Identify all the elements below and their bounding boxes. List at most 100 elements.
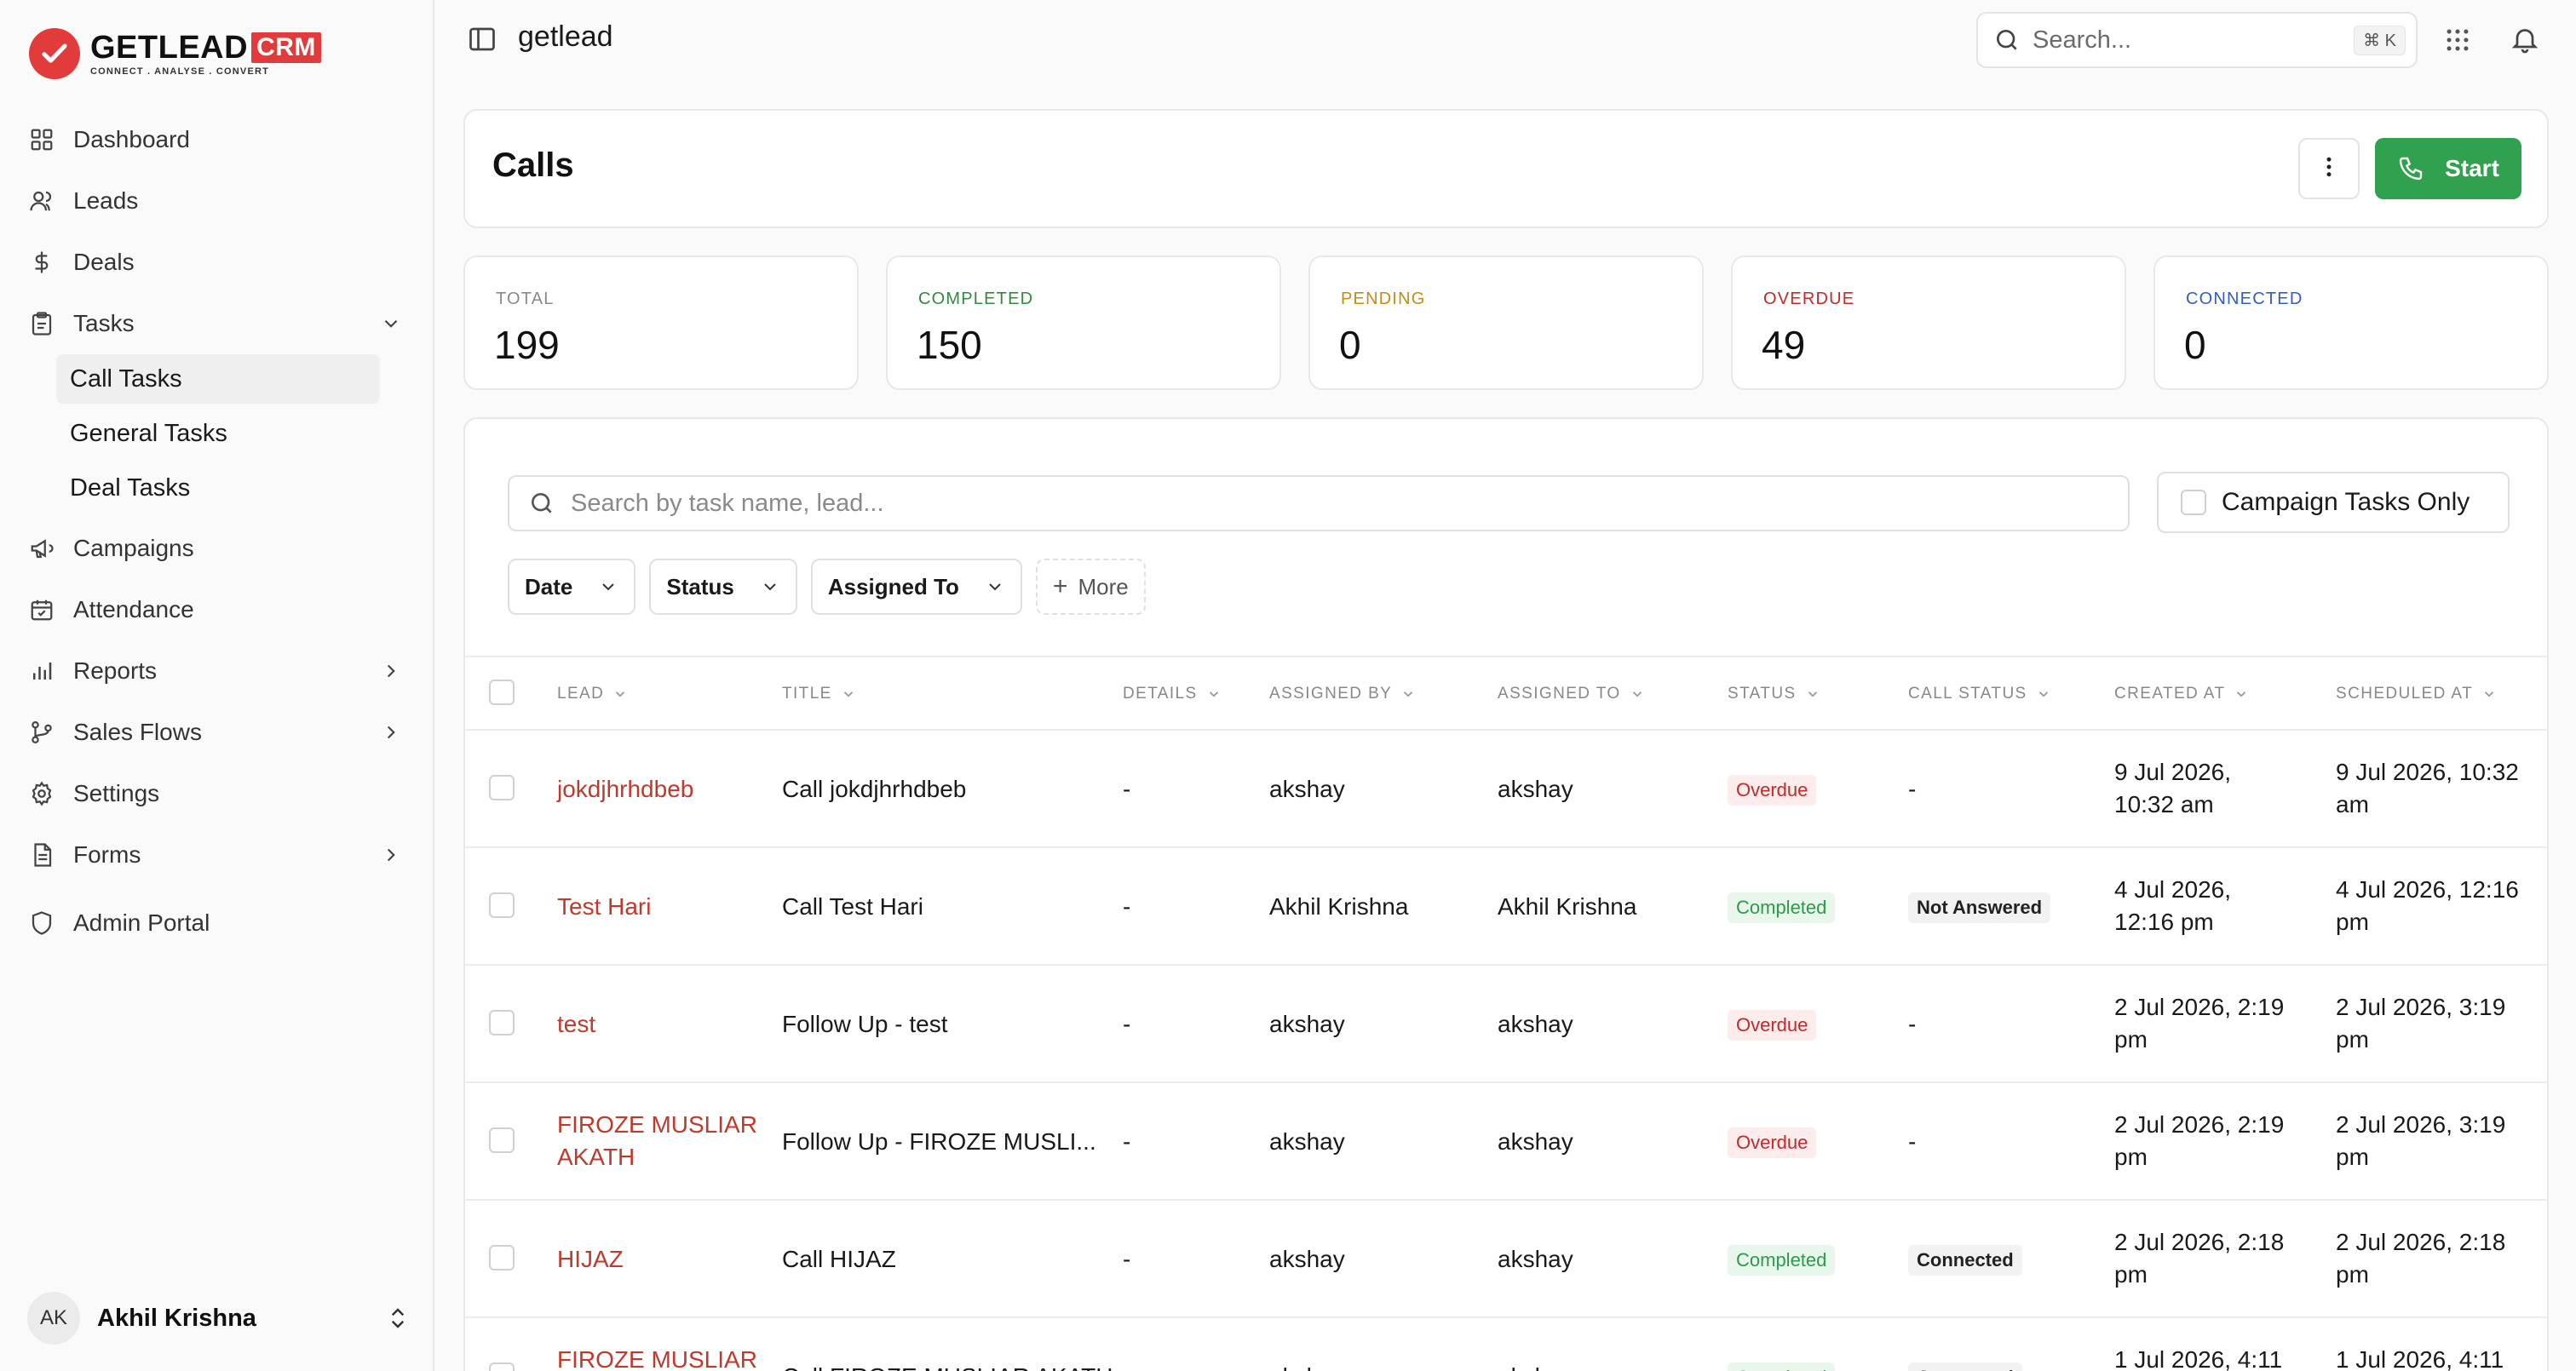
chevron-right-icon[interactable] (380, 721, 402, 743)
apps-grid-icon[interactable] (2443, 26, 2472, 54)
task-title: Follow Up - test (782, 1011, 948, 1037)
assigned-to: akshay (1498, 1011, 1573, 1037)
sidebar-item-deals[interactable]: Deals (20, 232, 414, 293)
table-row[interactable]: FIROZE MUSLIAR Call FIROZE MUSLIAR AKATH… (465, 1318, 2547, 1371)
table-row[interactable]: test Follow Up - test - akshay akshay Ov… (465, 966, 2547, 1083)
sidebar-item-campaigns[interactable]: Campaigns (20, 518, 414, 579)
dollar-icon (27, 248, 56, 277)
column-header-status[interactable]: STATUS (1728, 685, 1820, 703)
created-at: 2 Jul 2026, 2:19 pm (2114, 1111, 2285, 1170)
sidebar-item-admin-portal[interactable]: Admin Portal (20, 892, 414, 954)
more-options-button[interactable] (2298, 138, 2360, 199)
lead-link[interactable]: FIROZE MUSLIAR AKATH (557, 1111, 757, 1170)
chevron-right-icon[interactable] (380, 660, 402, 682)
filter-label: Date (525, 573, 573, 599)
select-all-checkbox[interactable] (489, 680, 515, 705)
sidebar-item-general-tasks[interactable]: General Tasks (70, 419, 227, 447)
user-menu[interactable]: AK Akhil Krishna (27, 1291, 411, 1345)
row-checkbox[interactable] (489, 1010, 515, 1035)
sidebar-item-deal-tasks[interactable]: Deal Tasks (70, 473, 191, 502)
sidebar-item-settings[interactable]: Settings (20, 763, 414, 824)
table-row[interactable]: Test Hari Call Test Hari - Akhil Krishna… (465, 848, 2547, 966)
lead-link[interactable]: HIJAZ (557, 1246, 624, 1272)
row-checkbox[interactable] (489, 1245, 515, 1271)
scheduled-at: 1 Jul 2026, 4:11 (2336, 1346, 2504, 1371)
start-call-button[interactable]: Start (2375, 138, 2521, 199)
task-details: - (1123, 1011, 1131, 1037)
column-header-assigned-by[interactable]: ASSIGNED BY (1269, 685, 1416, 703)
sidebar-item-attendance[interactable]: Attendance (20, 579, 414, 640)
phone-icon (2397, 155, 2424, 182)
task-search-field[interactable] (508, 475, 2130, 531)
lead-link[interactable]: FIROZE MUSLIAR (557, 1346, 757, 1371)
sort-chevron-icon (612, 686, 628, 702)
assigned-by: Akhil Krishna (1269, 893, 1409, 920)
row-checkbox[interactable] (489, 892, 515, 918)
campaign-only-checkbox[interactable] (2181, 490, 2206, 515)
sidebar-item-label: Dashboard (73, 126, 190, 152)
column-header-lead[interactable]: LEAD (557, 685, 628, 703)
sidebar-item-label: Sales Flows (73, 719, 202, 745)
column-label: ASSIGNED BY (1269, 685, 1393, 703)
row-checkbox[interactable] (489, 1127, 515, 1153)
stat-card-overdue[interactable]: OVERDUE 49 (1731, 255, 2126, 390)
sidebar-item-label: Settings (73, 780, 160, 806)
sidebar-nav: Dashboard Leads Deals Tasks Call Tasks G… (20, 109, 414, 954)
lead-link[interactable]: Test Hari (557, 893, 652, 920)
column-header-created-at[interactable]: CREATED AT (2114, 685, 2249, 703)
kebab-menu-icon (2316, 154, 2342, 184)
assigned-by: akshay (1269, 1246, 1345, 1272)
brand-tagline: CONNECT . ANALYSE . CONVERT (90, 66, 270, 77)
sidebar-item-tasks[interactable]: Tasks (20, 293, 414, 354)
column-label: DETAILS (1123, 685, 1198, 703)
stat-card-pending[interactable]: PENDING 0 (1308, 255, 1704, 390)
sidebar-item-leads[interactable]: Leads (20, 170, 414, 232)
filter-label: More (1078, 573, 1129, 599)
column-header-assigned-to[interactable]: ASSIGNED TO (1498, 685, 1645, 703)
stat-card-total[interactable]: TOTAL 199 (463, 255, 859, 390)
campaign-tasks-only-toggle[interactable]: Campaign Tasks Only (2157, 472, 2510, 533)
scheduled-at: 2 Jul 2026, 3:19 pm (2336, 1111, 2506, 1170)
chevron-right-icon[interactable] (380, 844, 402, 866)
sidebar-item-reports[interactable]: Reports (20, 640, 414, 702)
sidebar-item-forms[interactable]: Forms (20, 824, 414, 886)
stat-card-completed[interactable]: COMPLETED 150 (886, 255, 1281, 390)
keyboard-shortcut-badge: ⌘ K (2354, 25, 2406, 55)
shield-icon (27, 909, 56, 938)
task-search-input[interactable] (571, 489, 2104, 518)
task-title: Call HIJAZ (782, 1246, 896, 1272)
lead-link[interactable]: test (557, 1011, 596, 1037)
column-header-details[interactable]: DETAILS (1123, 685, 1222, 703)
table-row[interactable]: HIJAZ Call HIJAZ - akshay akshay Complet… (465, 1201, 2547, 1318)
tasks-table-card: Campaign Tasks Only Date Status Assigned… (463, 417, 2549, 1371)
column-header-call-status[interactable]: CALL STATUS (1908, 685, 2051, 703)
lead-link[interactable]: jokdjhrhdbeb (557, 776, 694, 802)
page-title: Calls (492, 146, 574, 184)
stat-card-connected[interactable]: CONNECTED 0 (2153, 255, 2549, 390)
more-filters-button[interactable]: + More (1035, 559, 1146, 615)
getlead-logo[interactable]: GETLEAD CRM CONNECT . ANALYSE . CONVERT (29, 26, 321, 82)
sidebar-item-label: Reports (73, 657, 158, 684)
scheduled-at: 4 Jul 2026, 12:16 pm (2336, 876, 2519, 935)
row-checkbox[interactable] (489, 775, 515, 800)
bell-icon[interactable] (2510, 24, 2540, 54)
sidebar-toggle-icon[interactable] (467, 24, 497, 54)
sort-chevron-icon (841, 686, 856, 702)
sort-chevron-icon (1805, 686, 1820, 702)
global-search-input[interactable]: Search... ⌘ K (1976, 12, 2418, 68)
sidebar-item-call-tasks[interactable]: Call Tasks (56, 354, 380, 404)
status-filter-button[interactable]: Status (649, 559, 797, 615)
row-checkbox[interactable] (489, 1362, 515, 1371)
column-header-scheduled-at[interactable]: SCHEDULED AT (2336, 685, 2497, 703)
sidebar-item-sales-flows[interactable]: Sales Flows (20, 702, 414, 763)
assigned-to-filter-button[interactable]: Assigned To (810, 559, 1022, 615)
column-header-title[interactable]: TITLE (782, 685, 856, 703)
sidebar-item-dashboard[interactable]: Dashboard (20, 109, 414, 170)
table-row[interactable]: FIROZE MUSLIAR AKATH Follow Up - FIROZE M… (465, 1083, 2547, 1201)
sidebar-item-label: Deals (73, 249, 135, 275)
date-filter-button[interactable]: Date (508, 559, 636, 615)
chevron-down-icon[interactable] (380, 313, 402, 335)
task-details: - (1123, 1361, 1130, 1371)
table-row[interactable]: jokdjhrhdbeb Call jokdjhrhdbeb - akshay … (465, 731, 2547, 848)
task-details: - (1123, 893, 1131, 920)
